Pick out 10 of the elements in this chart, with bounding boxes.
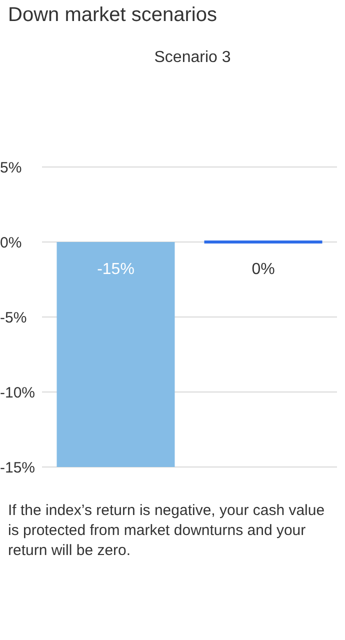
chart-subtitle: Scenario 3 (153, 49, 232, 67)
chart-title: Down market scenarios (8, 4, 218, 27)
data-label: 0% (252, 261, 275, 278)
text: If the index’s return is negative, your cash value is protected from market downturns and your return will be zero. (8, 501, 326, 561)
data-label: -15% (97, 261, 134, 278)
y-tick-label: 0% (0, 234, 22, 252)
y-tick-label: -5% (0, 309, 27, 326)
y-tick-label: -15% (0, 459, 36, 476)
y-tick-label: 5% (0, 159, 22, 176)
y-tick-label: -10% (0, 384, 36, 402)
